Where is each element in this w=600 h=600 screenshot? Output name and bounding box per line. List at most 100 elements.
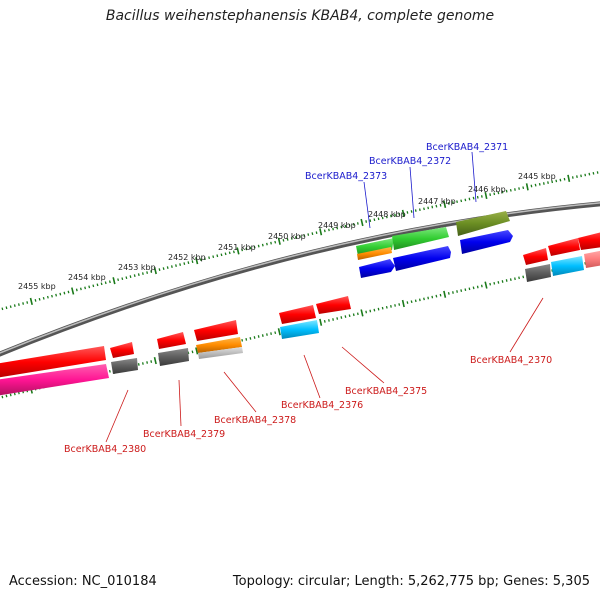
scale-minor-tick	[390, 304, 392, 308]
gene-label-reverse[interactable]: BcerKBAB4_2379	[143, 429, 225, 440]
scale-minor-tick	[398, 303, 401, 306]
scale-minor-tick	[468, 287, 471, 291]
gene-feature-bcerkbab4-2375-red[interactable]	[316, 296, 351, 314]
gene-feature-red-arrow-1[interactable]	[110, 342, 134, 358]
scale-major-tick	[319, 318, 323, 326]
scale-minor-tick	[261, 243, 264, 247]
scale-minor-tick	[439, 293, 442, 297]
scale-minor-tick	[584, 262, 587, 265]
scale-minor-tick	[414, 209, 417, 212]
scale-minor-tick	[344, 224, 347, 228]
scale-minor-tick	[75, 288, 78, 292]
scale-minor-tick	[150, 270, 153, 273]
gene-feature-red-right-3[interactable]	[578, 230, 600, 250]
outer-scale-ring	[1, 171, 599, 311]
gene-feature-red-right-2[interactable]	[548, 238, 580, 256]
scale-label: 2451 kbp	[218, 243, 256, 252]
gene-feature-bcerkbab4-2370-gray[interactable]	[525, 264, 551, 282]
gene-label-forward[interactable]: BcerKBAB4_2371	[426, 142, 508, 153]
scale-minor-tick	[551, 180, 554, 184]
gene-feature-bcerkbab4-2376-cyan[interactable]	[280, 320, 319, 339]
gene-feature-bcerkbab4-2379-gray[interactable]	[158, 348, 189, 366]
scale-minor-tick	[480, 284, 483, 288]
scale-minor-tick	[179, 263, 182, 266]
scale-major-tick	[277, 237, 281, 245]
scale-minor-tick	[418, 298, 421, 302]
gene-feature-bcerkbab4-2376-red[interactable]	[279, 305, 316, 324]
gene-feature-bcerkbab4-2380-pink[interactable]	[0, 364, 109, 396]
scale-label: 2445 kbp	[518, 172, 556, 181]
leader-line	[178, 379, 182, 427]
scale-minor-tick	[245, 247, 248, 251]
gene-feature-salmon-right[interactable]	[584, 249, 600, 268]
scale-minor-tick	[414, 299, 417, 303]
scale-labels: 2455 kbp 2454 kbp 2453 kbp 2452 kbp 2451…	[18, 172, 556, 291]
scale-minor-tick	[104, 281, 107, 285]
gene-feature-cyan-right[interactable]	[551, 256, 584, 276]
scale-label: 2446 kbp	[468, 185, 506, 194]
genome-info-text: Topology: circular; Length: 5,262,775 bp…	[232, 574, 590, 589]
gene-label-reverse[interactable]: BcerKBAB4_2370	[470, 355, 552, 366]
scale-label: 2450 kbp	[268, 232, 306, 241]
scale-minor-tick	[1, 395, 4, 399]
scale-minor-tick	[191, 350, 194, 354]
gene-feature-bcerkbab4-2373-green[interactable]	[356, 238, 394, 256]
gene-feature-red-right-1[interactable]	[523, 248, 548, 265]
scale-minor-tick	[509, 278, 512, 282]
scale-minor-tick	[348, 314, 351, 318]
scale-minor-tick	[274, 240, 277, 244]
gene-feature-blue-3[interactable]	[460, 230, 513, 254]
gene-feature-gray-1[interactable]	[111, 358, 138, 374]
gene-feature-bcerkbab4-2372[interactable]	[393, 246, 451, 271]
gene-feature-bcerkbab4-2378-lightgray[interactable]	[198, 347, 243, 359]
scale-minor-tick	[5, 306, 8, 310]
gene-label-forward[interactable]: BcerKBAB4_2373	[305, 171, 387, 182]
gene-label-forward[interactable]: BcerKBAB4_2372	[369, 156, 451, 167]
scale-minor-tick	[175, 264, 177, 267]
scale-minor-tick	[592, 171, 595, 175]
scale-minor-tick	[108, 280, 111, 284]
scale-minor-tick	[497, 281, 500, 284]
scale-minor-tick	[423, 207, 425, 211]
scale-minor-tick	[67, 290, 70, 294]
genome-backbone	[0, 201, 600, 357]
gene-label-reverse[interactable]: BcerKBAB4_2380	[64, 444, 146, 455]
gene-label-reverse[interactable]: BcerKBAB4_2375	[345, 386, 427, 397]
gene-feature-bcerkbab4-2378-red[interactable]	[194, 320, 238, 341]
gene-feature-bcerkbab4-2380-red[interactable]	[0, 346, 106, 378]
scale-minor-tick	[183, 262, 186, 265]
leader-line	[409, 166, 415, 219]
gene-feature-blue-1[interactable]	[359, 259, 395, 278]
scale-minor-tick	[170, 265, 173, 268]
scale-minor-tick	[266, 333, 268, 336]
gene-label-reverse[interactable]: BcerKBAB4_2376	[281, 400, 363, 411]
gene-label-reverse[interactable]: BcerKBAB4_2378	[214, 415, 296, 426]
scale-minor-tick	[447, 292, 450, 295]
scale-minor-tick	[431, 205, 434, 209]
scale-minor-tick	[290, 237, 293, 240]
scale-minor-tick	[17, 303, 20, 306]
scale-minor-tick	[555, 179, 558, 183]
scale-minor-tick	[365, 310, 368, 314]
scale-minor-tick	[303, 234, 306, 237]
scale-major-tick	[277, 328, 281, 336]
scale-minor-tick	[257, 244, 260, 248]
scale-minor-tick	[559, 178, 562, 182]
scale-minor-tick	[328, 228, 330, 232]
scale-minor-tick	[452, 291, 454, 294]
gene-feature-bcerkbab4-2371[interactable]	[456, 211, 510, 236]
scale-minor-tick	[141, 272, 144, 275]
gene-feature-orange-small[interactable]	[357, 247, 392, 260]
scale-minor-tick	[191, 260, 194, 264]
scale-minor-tick	[514, 188, 516, 191]
gene-feature-bcerkbab4-2373-green-ext[interactable]	[392, 227, 449, 250]
gene-feature-bcerkbab4-2378-orange[interactable]	[196, 337, 242, 353]
scale-minor-tick	[542, 182, 545, 185]
scale-minor-tick	[166, 266, 169, 269]
scale-minor-tick	[377, 307, 380, 311]
reverse-gene-labels: BcerKBAB4_2380 BcerKBAB4_2379 BcerKBAB4_…	[64, 297, 552, 455]
gene-feature-bcerkbab4-2379-red[interactable]	[157, 332, 186, 349]
scale-minor-tick	[55, 293, 58, 297]
scale-minor-tick	[108, 369, 111, 373]
